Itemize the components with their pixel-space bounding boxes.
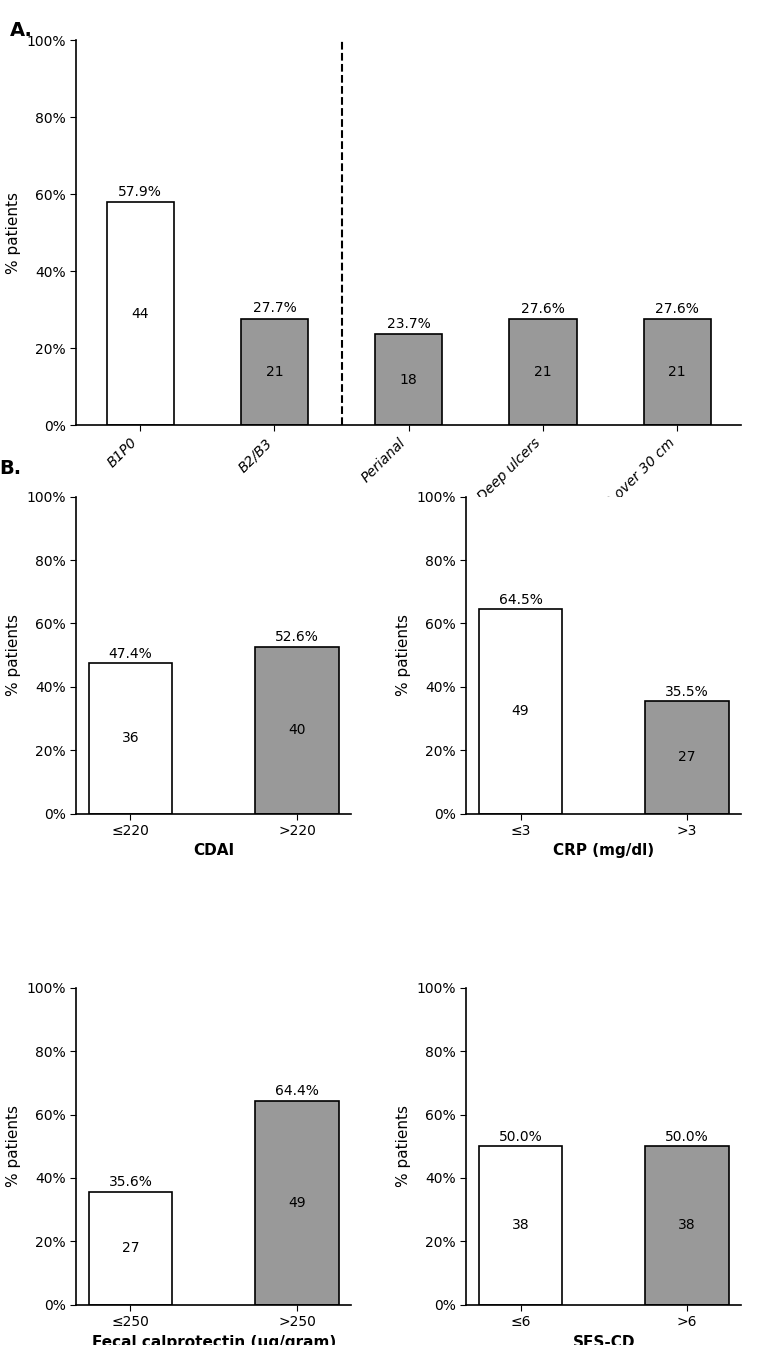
Text: B.: B. — [0, 459, 21, 477]
Text: 21: 21 — [534, 364, 552, 379]
X-axis label: CRP (mg/dl): CRP (mg/dl) — [553, 843, 654, 858]
Text: 27: 27 — [121, 1241, 139, 1255]
Y-axis label: % patients: % patients — [6, 192, 21, 274]
Text: 27.6%: 27.6% — [521, 301, 565, 316]
Y-axis label: % patients: % patients — [396, 615, 411, 697]
Text: 18: 18 — [400, 373, 418, 386]
Bar — [89, 1192, 172, 1305]
X-axis label: Fecal calprotectin (μg/gram): Fecal calprotectin (μg/gram) — [92, 1334, 336, 1345]
Text: 50.0%: 50.0% — [665, 1130, 709, 1143]
Y-axis label: % patients: % patients — [396, 1106, 411, 1188]
Text: 47.4%: 47.4% — [108, 647, 152, 660]
Bar — [375, 334, 442, 425]
Bar — [479, 1146, 562, 1305]
Text: 49: 49 — [288, 1196, 306, 1209]
Y-axis label: % patients: % patients — [6, 1106, 21, 1188]
Text: 38: 38 — [678, 1219, 696, 1232]
Bar — [646, 1146, 729, 1305]
Text: 23.7%: 23.7% — [387, 317, 431, 331]
Bar — [241, 319, 308, 425]
Bar — [255, 1100, 338, 1305]
Bar — [644, 319, 711, 425]
Text: 50.0%: 50.0% — [499, 1130, 542, 1143]
Text: 44: 44 — [131, 307, 149, 320]
Text: 64.5%: 64.5% — [499, 593, 542, 607]
Text: 57.9%: 57.9% — [118, 186, 162, 199]
Y-axis label: % patients: % patients — [6, 615, 21, 697]
X-axis label: CDAI: CDAI — [193, 843, 235, 858]
Bar — [646, 701, 729, 814]
Text: 52.6%: 52.6% — [275, 631, 319, 644]
Text: 35.5%: 35.5% — [665, 685, 709, 698]
Bar — [479, 609, 562, 814]
Text: 38: 38 — [512, 1219, 529, 1232]
Text: 21: 21 — [668, 364, 686, 379]
Text: 49: 49 — [512, 705, 529, 718]
Text: 64.4%: 64.4% — [275, 1084, 319, 1098]
X-axis label: SES-CD: SES-CD — [572, 1334, 635, 1345]
Text: 40: 40 — [288, 724, 306, 737]
Text: 27.6%: 27.6% — [656, 301, 699, 316]
Text: A.: A. — [10, 22, 33, 40]
Text: 36: 36 — [121, 732, 139, 745]
Text: 27: 27 — [678, 751, 696, 764]
Bar — [89, 663, 172, 814]
Bar — [255, 647, 338, 814]
Text: 35.6%: 35.6% — [108, 1176, 153, 1189]
Bar — [107, 202, 173, 425]
Text: 27.7%: 27.7% — [253, 301, 296, 316]
Bar — [510, 319, 577, 425]
Text: 21: 21 — [266, 364, 283, 379]
